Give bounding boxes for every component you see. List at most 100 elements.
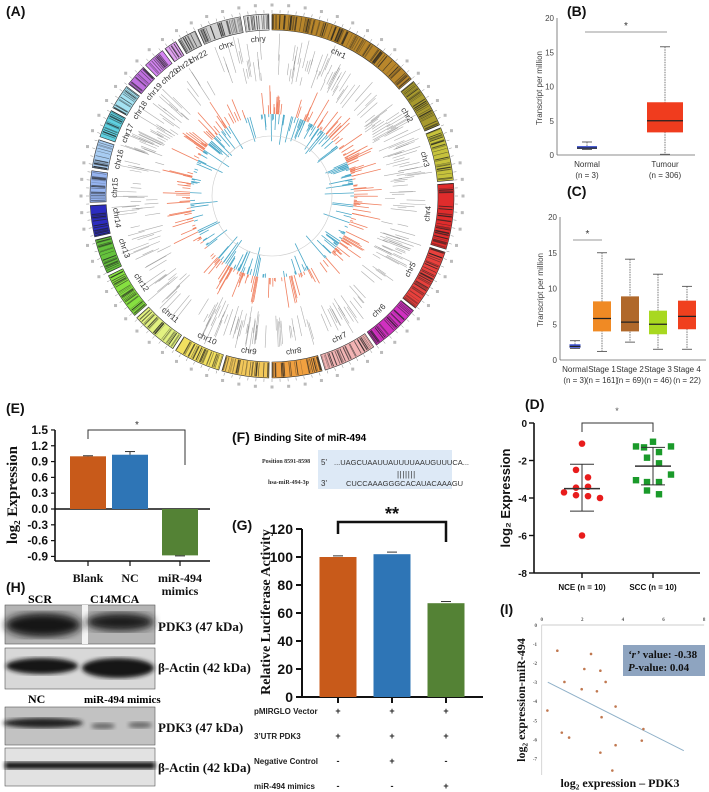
gene-label — [234, 320, 243, 348]
chromosome-band — [425, 124, 439, 131]
expression-spike — [190, 204, 209, 208]
circos-scale-tick — [401, 64, 404, 67]
chromosome-label-chr10: chr10 — [196, 330, 218, 347]
data-point — [614, 743, 617, 747]
chromosome-band — [328, 352, 334, 367]
chromosome-band — [205, 351, 212, 365]
gene-label — [393, 178, 403, 181]
chromosome-band — [435, 229, 450, 234]
r-value: value: -0.38 — [640, 649, 698, 661]
expression-spike — [196, 163, 213, 171]
circos-scale-tick — [319, 372, 321, 376]
circos-scale-label — [97, 275, 101, 279]
gene-label — [149, 274, 167, 287]
data-point — [655, 460, 663, 467]
gene-label — [147, 283, 170, 302]
chromosome-band — [438, 208, 453, 211]
gene-label — [158, 268, 177, 282]
condition-mark: + — [335, 731, 340, 741]
chromosome-band — [316, 356, 321, 371]
expression-spike — [221, 131, 236, 149]
gene-label — [138, 134, 162, 146]
gene-label — [145, 252, 172, 268]
gene-label — [144, 269, 166, 285]
chromosome-band — [356, 39, 365, 53]
data-point — [546, 709, 549, 712]
chromosome-band — [339, 348, 346, 362]
chromosome-band — [376, 54, 386, 66]
chromosome-band — [341, 31, 349, 45]
chromosome-label-chr4: chr4 — [422, 205, 433, 222]
expression-spike — [324, 140, 334, 150]
x-tick-label: 0 — [540, 618, 543, 623]
chromosome-band — [431, 143, 446, 149]
category-n-label: (n = 46) — [644, 376, 672, 385]
chromosome-band — [114, 278, 128, 286]
gene-label — [280, 320, 283, 345]
gene-label — [397, 206, 407, 209]
expression-spike — [343, 235, 360, 245]
chromosome-band — [131, 301, 143, 311]
chromosome-band — [124, 292, 137, 302]
gene-label — [139, 115, 166, 132]
chromosome-band — [431, 243, 446, 249]
chromosome-band — [429, 134, 443, 140]
chromosome-band — [122, 290, 135, 299]
circos-scale-label — [105, 99, 109, 102]
chromosome-band — [107, 266, 121, 273]
correlation-annotation-box — [623, 645, 705, 676]
expression-spike — [231, 272, 243, 297]
chromosome-band — [245, 361, 249, 376]
panel-i-correlation: log₂ expression-miR-494 log₂ expression … — [514, 618, 706, 790]
chromosome-band — [342, 346, 350, 360]
data-point — [649, 438, 657, 445]
gene-label — [246, 306, 253, 333]
chromosome-band — [224, 357, 230, 372]
chromosome-band — [127, 296, 139, 306]
gene-label — [176, 274, 190, 288]
gene-label — [291, 67, 295, 85]
chromosome-band — [294, 361, 297, 376]
circos-scale-tick — [450, 155, 454, 157]
expression-spike — [328, 164, 349, 174]
expression-spike — [307, 269, 313, 279]
chromosome-band — [94, 227, 109, 231]
x-tick-label: 6 — [662, 618, 665, 623]
circos-scale-label — [86, 145, 90, 149]
gene-label — [382, 149, 405, 158]
significance-star: * — [135, 420, 139, 431]
circos-scale-tick — [363, 354, 366, 358]
gene-label — [157, 137, 166, 142]
chromosome-band — [247, 16, 250, 31]
expression-spike — [215, 135, 222, 142]
expression-spike — [174, 217, 194, 224]
expression-spike — [214, 136, 226, 148]
chromosome-band — [253, 15, 256, 30]
expression-spike — [326, 131, 329, 135]
chromosome-band — [336, 349, 343, 364]
expression-spike — [229, 257, 236, 267]
gene-label — [316, 54, 323, 73]
chromosome-band — [105, 261, 119, 268]
circos-scale-label — [366, 359, 369, 363]
chromosome-band — [120, 96, 133, 105]
chromosome-band — [389, 67, 401, 79]
panel-b-boxplot: Transcript per million 05101520Normal(n … — [535, 14, 695, 180]
panel-label-i: (I) — [500, 601, 513, 617]
expression-spike — [352, 213, 366, 217]
chromosome-band — [362, 336, 371, 349]
expression-spike — [238, 251, 248, 272]
y-tick-label: -2 — [533, 662, 538, 667]
gene-label — [374, 245, 392, 254]
circos-scale-label — [449, 259, 453, 263]
chromosome-band — [388, 66, 399, 77]
chromosome-band — [94, 228, 109, 233]
box-stage-1 — [593, 301, 611, 332]
chromosome-band — [195, 347, 203, 361]
expression-spike — [309, 126, 316, 137]
circos-scale-tick — [430, 287, 434, 290]
expression-spike — [253, 276, 259, 303]
chromosome-band — [385, 318, 396, 329]
expression-spike — [341, 166, 349, 171]
